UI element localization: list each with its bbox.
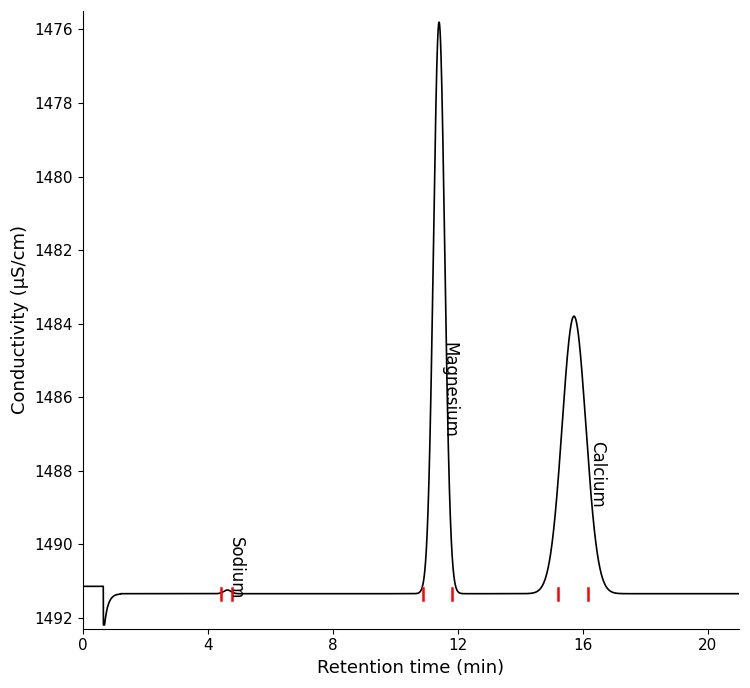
Text: Magnesium: Magnesium — [440, 342, 458, 438]
Text: Sodium: Sodium — [227, 537, 245, 599]
Text: Calcium: Calcium — [589, 441, 607, 508]
Y-axis label: Conductivity (μS/cm): Conductivity (μS/cm) — [11, 226, 29, 414]
X-axis label: Retention time (min): Retention time (min) — [317, 659, 505, 677]
